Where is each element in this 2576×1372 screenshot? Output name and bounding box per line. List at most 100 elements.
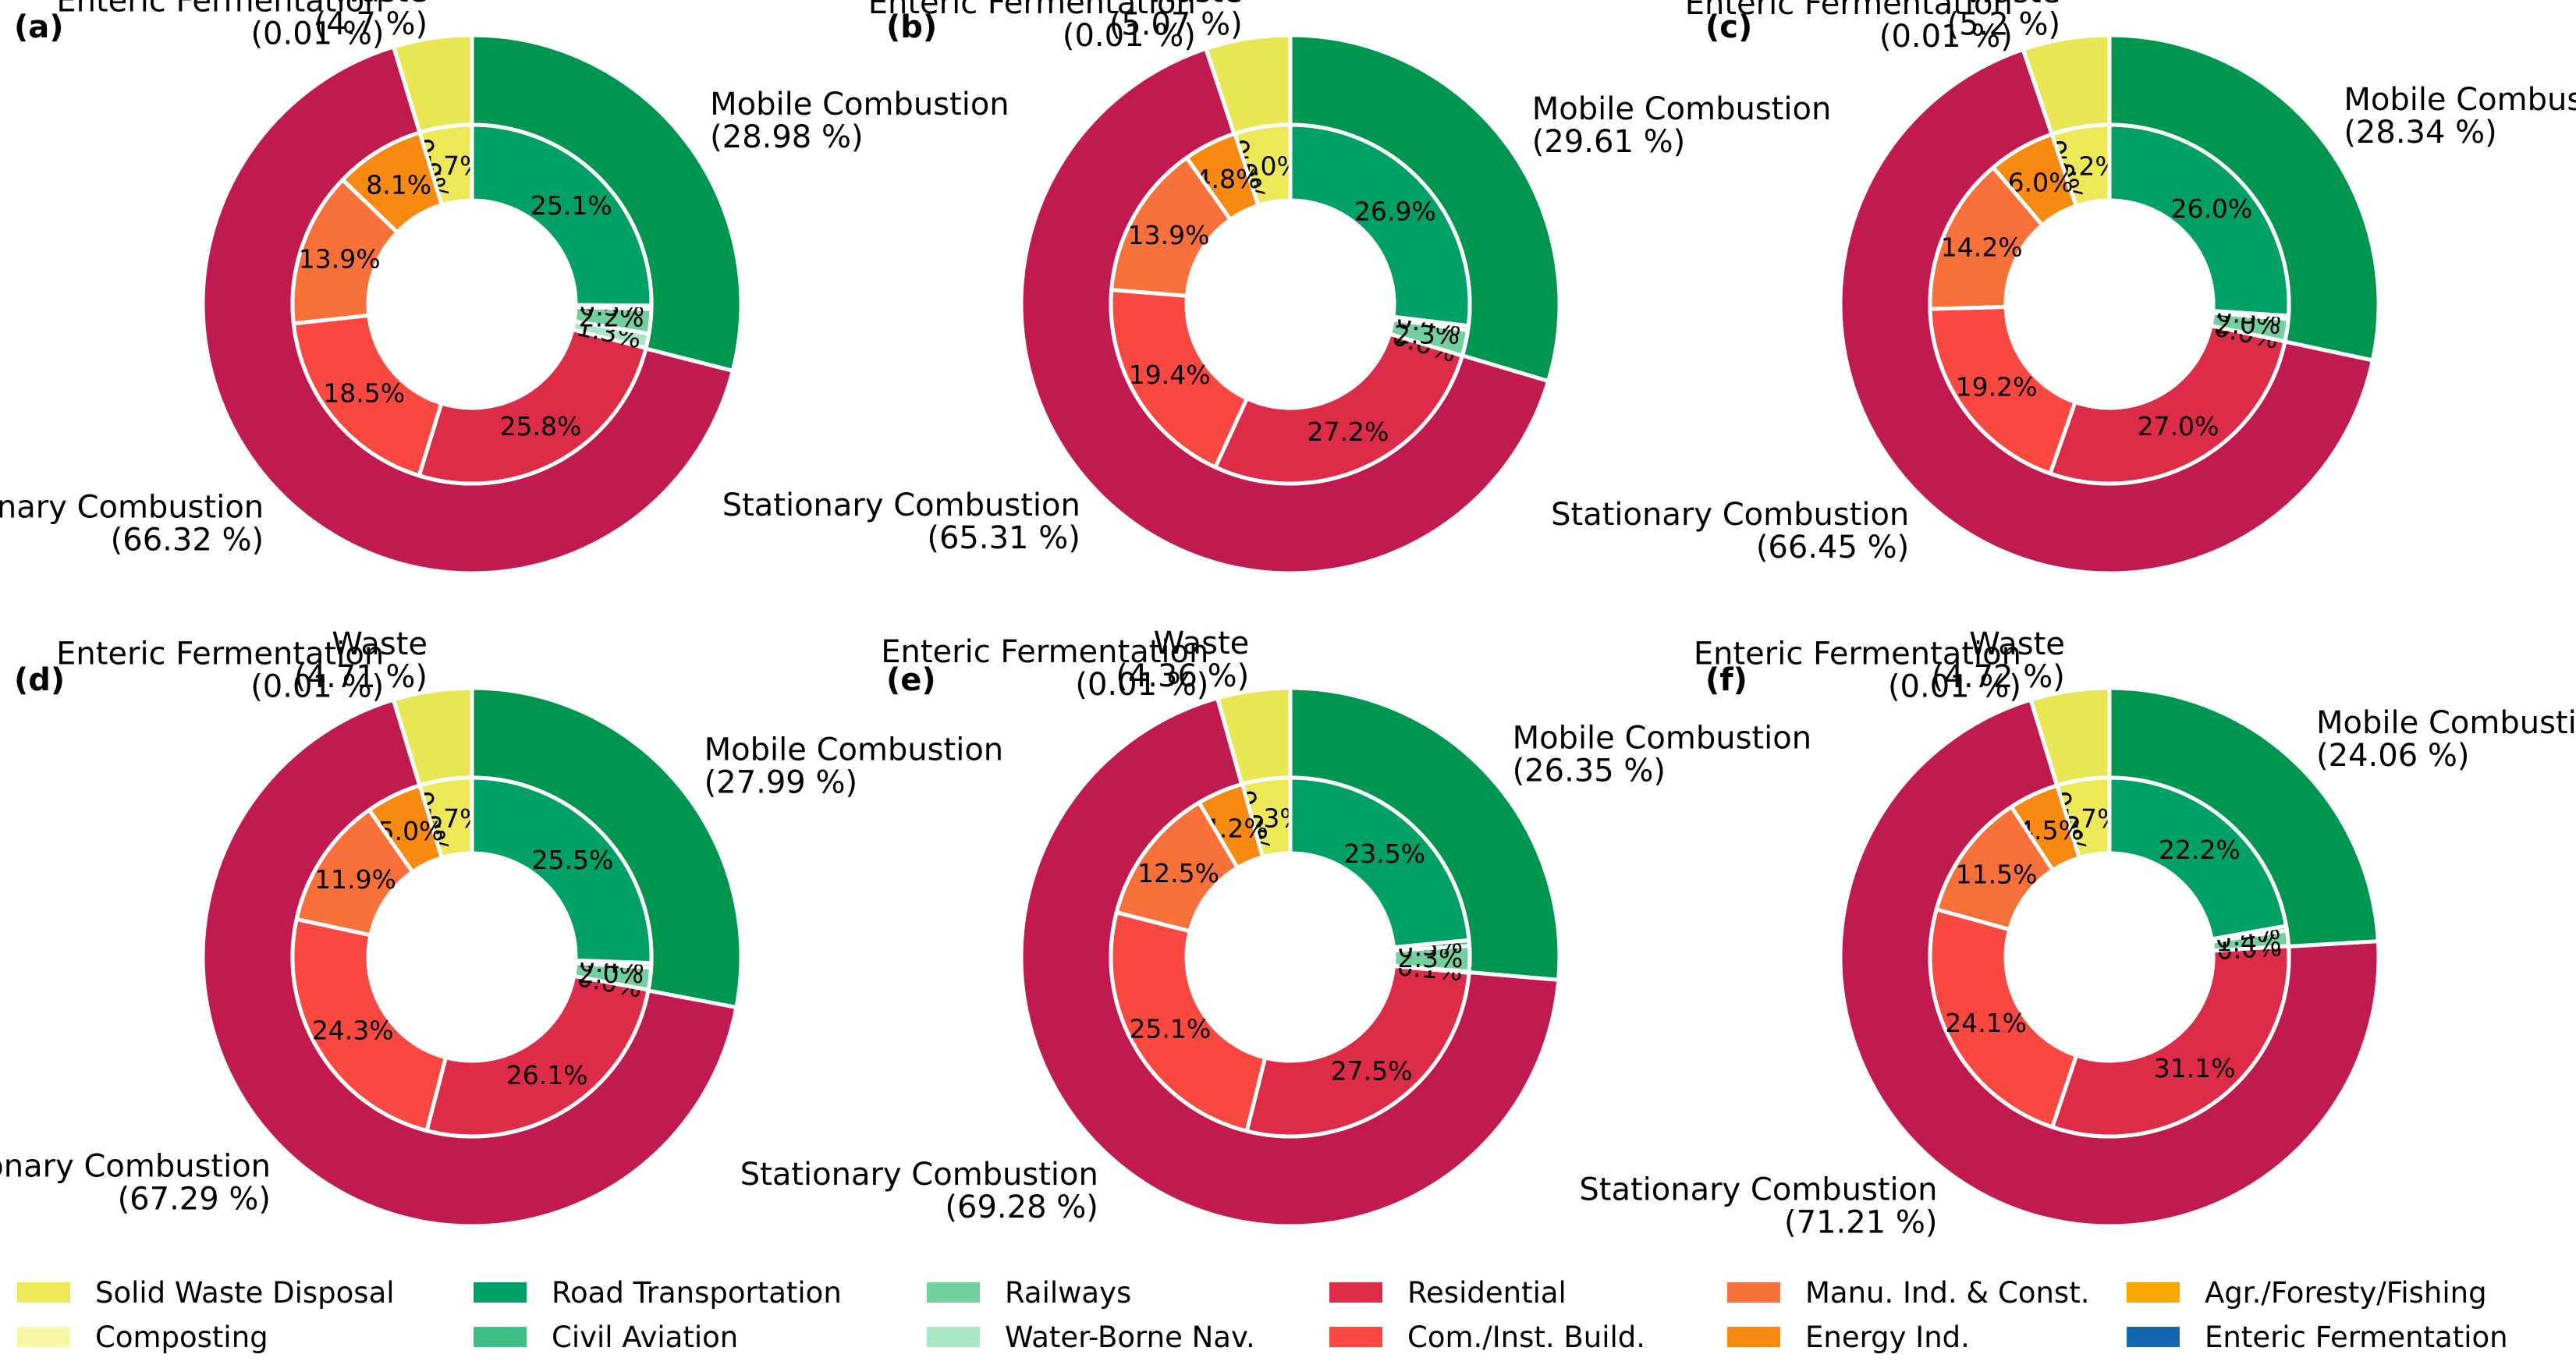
inner-pct-label-residential: 31.1%	[2154, 1053, 2236, 1083]
inner-pct-label-manu-ind-const: 14.2%	[1941, 232, 2023, 262]
legend-label: Composting	[95, 1321, 268, 1354]
outer-label-enteric-fermentation: Enteric Fermentation (0.01 %)	[1694, 636, 2021, 705]
inner-pct-label-road-transportation: 26.0%	[2170, 193, 2252, 224]
inner-pct-label-residential: 27.2%	[1307, 417, 1389, 447]
outer-label-waste: Waste (4.71 %)	[294, 626, 428, 695]
inner-wedge-road-transportation	[2107, 775, 2289, 941]
legend-item-road-transportation: Road Transportation	[474, 1276, 842, 1310]
outer-label-mobile-combustion: Mobile Combustion (29.61 %)	[1532, 91, 1832, 160]
inner-wedge-road-transportation	[1288, 775, 1471, 949]
donut-panel-b: (b) Waste(5.07 %)Enteric Fermentation(0.0…	[722, 0, 1832, 576]
outer-label-stationary-combustion: Stationary Combustion (66.45 %)	[1551, 497, 1909, 565]
donut-panel-f: (f) Waste (4.72 %)Enteric Fermentation (0.0…	[1579, 626, 2576, 1240]
legend-swatch	[474, 1327, 527, 1347]
inner-wedge-residential	[1244, 964, 1471, 1139]
legend-label: Manu. Ind. & Const.	[1805, 1276, 2089, 1310]
inner-pct-label-com-inst-build: 19.2%	[1956, 371, 2038, 402]
legend-item-water-borne-nav: Water-Borne Nav.	[927, 1321, 1255, 1354]
donut-panel-d: (d) Waste (4.71 %)Enteric Fermentation (0.0…	[0, 626, 1004, 1228]
legend-item-agr-foresty-fishing: Agr./Foresty/Fishing	[2127, 1276, 2487, 1310]
inner-pct-label-energy-ind: 8.1%	[366, 170, 431, 200]
legend-swatch	[1727, 1327, 1780, 1347]
legend-label: Solid Waste Disposal	[95, 1276, 395, 1310]
legend-label: Enteric Fermentation	[2205, 1321, 2508, 1354]
inner-pct-label-com-inst-build: 25.1%	[1129, 1013, 1211, 1044]
legend-label: Com./Inst. Build.	[1407, 1321, 1645, 1354]
inner-pct-label-manu-ind-const: 13.9%	[299, 244, 381, 275]
inner-wedge-residential	[417, 328, 648, 486]
inner-wedge-com-inst-build	[1928, 907, 2079, 1129]
outer-label-stationary-combustion: Stationary Combustion (65.31 %)	[722, 487, 1080, 556]
inner-wedge-residential	[2050, 944, 2291, 1139]
legend-swatch	[1727, 1282, 1780, 1303]
legend-item-enteric-fermentation: Enteric Fermentation	[2127, 1321, 2508, 1354]
outer-label-enteric-fermentation: Enteric Fermentation (0.01 %)	[881, 634, 1208, 703]
legend-swatch	[17, 1327, 70, 1347]
outer-label-mobile-combustion: Mobile Combustion(24.06 %)	[2316, 705, 2576, 774]
inner-pct-label-com-inst-build: 24.3%	[312, 1016, 394, 1046]
legend-label: Energy Ind.	[1805, 1321, 1970, 1354]
legend-swatch	[1329, 1327, 1382, 1347]
inner-wedge-com-inst-build	[1109, 288, 1249, 470]
outer-label-stationary-combustion: Stationary Combustion(66.32 %)	[0, 489, 264, 558]
inner-wedge-com-inst-build	[1109, 910, 1268, 1133]
outer-label-mobile-combustion: Mobile Combustion (26.35 %)	[1513, 721, 1812, 789]
legend-swatch	[927, 1327, 980, 1347]
inner-pct-label-manu-ind-const: 12.5%	[1137, 858, 1219, 888]
inner-pct-label-road-transportation: 23.5%	[1343, 838, 1425, 869]
legend-label: Civil Aviation	[552, 1321, 738, 1354]
donut-panel-e: (e) Waste (4.36 %)Enteric Fermentation (0.0…	[740, 626, 1812, 1228]
outer-label-enteric-fermentation: Enteric Fermentation (0.01 %)	[56, 0, 384, 51]
inner-pct-label-com-inst-build: 19.4%	[1129, 360, 1211, 390]
panel-label: (a)	[14, 9, 64, 45]
outer-label-stationary-combustion: Stationary Combustion (71.21 %)	[1579, 1172, 1937, 1240]
outer-label-mobile-combustion: Mobile Combustion(28.34 %)	[2344, 82, 2576, 151]
legend-label: Railways	[1005, 1276, 1131, 1310]
panel-label: (e)	[886, 662, 936, 698]
inner-pct-label-residential: 25.8%	[500, 411, 582, 441]
inner-pct-label-manu-ind-const: 11.5%	[1956, 860, 2038, 890]
outer-label-mobile-combustion: Mobile Combustion (28.98 %)	[710, 87, 1009, 155]
outer-label-stationary-combustion: Stationary Combustion (69.28 %)	[740, 1157, 1098, 1225]
inner-wedge-residential	[424, 973, 651, 1139]
inner-pct-label-manu-ind-const: 11.9%	[314, 864, 396, 895]
inner-pct-label-road-transportation: 26.9%	[1354, 197, 1436, 227]
outer-label-waste: Waste(5.07 %)	[1109, 0, 1243, 42]
inner-wedge-road-transportation	[2107, 122, 2291, 318]
inner-wedge-residential	[1213, 331, 1464, 486]
panel-label: (c)	[1705, 9, 1752, 45]
legend-label: Residential	[1407, 1276, 1567, 1310]
outer-label-enteric-fermentation: Enteric Fermentation (0.01 %)	[868, 0, 1196, 54]
inner-pct-label-road-transportation: 22.2%	[2159, 835, 2241, 865]
legend-swatch	[2127, 1327, 2180, 1347]
inner-pct-label-road-transportation: 25.1%	[530, 190, 612, 221]
inner-wedge-road-transportation	[470, 122, 654, 308]
legend: Solid Waste Disposal Road Transportation R…	[17, 1276, 2508, 1354]
outer-label-enteric-fermentation: Enteric Fermentation (0.01 %)	[1685, 0, 2013, 55]
donut-panel-c: (c) Waste(5.2 %)Enteric Fermentation(0.01…	[1551, 0, 2576, 576]
outer-label-waste: Waste(4.7 %)	[314, 0, 428, 42]
legend-swatch	[474, 1282, 527, 1303]
outer-label-mobile-combustion: Mobile Combustion (27.99 %)	[704, 732, 1004, 801]
legend-item-civil-aviation: Civil Aviation	[474, 1321, 738, 1354]
inner-pct-label-com-inst-build: 18.5%	[323, 378, 405, 409]
inner-wedge-com-inst-build	[291, 313, 444, 478]
inner-pct-label-manu-ind-const: 13.9%	[1128, 220, 1210, 250]
inner-wedge-com-inst-build	[290, 917, 448, 1133]
legend-swatch	[17, 1282, 70, 1303]
inner-pct-label-residential: 27.0%	[2138, 411, 2219, 441]
legend-swatch	[2127, 1282, 2180, 1303]
inner-pct-label-com-inst-build: 24.1%	[1945, 1008, 2027, 1038]
panel-label: (b)	[886, 9, 937, 45]
legend-label: Agr./Foresty/Fishing	[2205, 1276, 2487, 1310]
inner-wedge-residential	[2048, 324, 2287, 486]
inner-pct-label-residential: 26.1%	[506, 1060, 588, 1090]
outer-label-waste: Waste (4.36 %)	[1116, 626, 1249, 694]
legend-label: Road Transportation	[552, 1276, 842, 1310]
legend-swatch	[1329, 1282, 1382, 1303]
legend-label: Water-Borne Nav.	[1005, 1321, 1255, 1354]
inner-wedge-road-transportation	[470, 775, 654, 966]
legend-item-residential: Residential	[1329, 1276, 1567, 1310]
